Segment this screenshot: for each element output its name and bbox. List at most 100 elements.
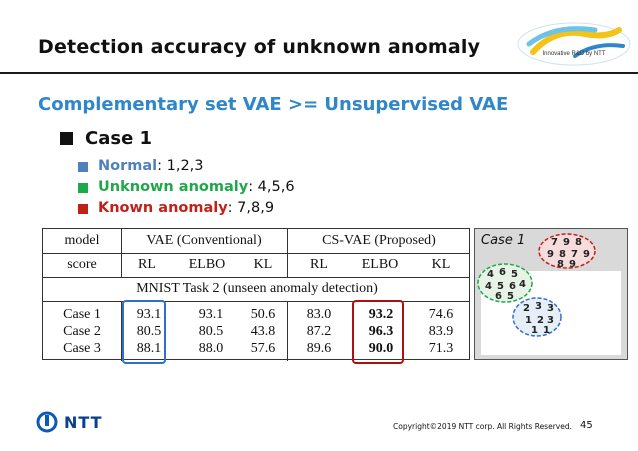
table-cell: 43.8 [250, 324, 276, 339]
green-square-bullet-icon [78, 182, 88, 193]
table-cell: 93.1 [136, 307, 162, 322]
case-label: Case 2 [63, 324, 101, 339]
table-cell: 80.5 [198, 324, 224, 339]
case-heading: Case 1 [60, 128, 152, 149]
table-cell: 88.0 [198, 341, 224, 356]
score-label: score [67, 257, 97, 272]
table-cell: 74.6 [428, 307, 454, 322]
svg-text:4: 4 [487, 269, 494, 280]
title-divider [0, 72, 638, 74]
table-cell: 88.1 [136, 341, 162, 356]
bullet-known-anomaly: Known anomaly : 7,8,9 [78, 198, 295, 219]
table-cell: 50.6 [250, 307, 276, 322]
results-table: model VAE (Conventional) CS-VAE (Propose… [42, 228, 470, 361]
svg-text:5: 5 [507, 291, 514, 302]
copyright-text: Copyright©2019 NTT corp. All Rights Rese… [393, 422, 572, 431]
svg-text:6: 6 [509, 281, 516, 292]
svg-text:3: 3 [547, 315, 554, 326]
svg-text:1: 1 [525, 315, 532, 326]
table-rule [121, 229, 122, 277]
table-rule [121, 301, 122, 361]
svg-text:1: 1 [531, 325, 538, 336]
table-cell: 96.3 [368, 324, 394, 339]
svg-text:4: 4 [519, 279, 526, 290]
svg-text:6: 6 [499, 267, 506, 278]
table-cell: 93.2 [368, 307, 394, 322]
svg-text:5: 5 [497, 281, 504, 292]
score-col-kl-cs: KL [431, 257, 451, 272]
table-rule [43, 277, 469, 278]
svg-text:9: 9 [563, 237, 570, 248]
highlight-vae-rl [122, 300, 166, 364]
ntt-logo: NTT [36, 411, 103, 433]
svg-text:9: 9 [569, 259, 576, 270]
bullet-unknown-anomaly: Unknown anomaly : 4,5,6 [78, 177, 295, 198]
svg-text:6: 6 [495, 291, 502, 302]
table-rule [43, 253, 469, 254]
table-cell: 93.1 [198, 307, 224, 322]
score-col-rl: RL [138, 257, 156, 272]
score-col-elbo-cs: ELBO [361, 257, 399, 272]
vae-rl-column: 93.1 80.5 88.1 [123, 306, 175, 357]
svg-text:8: 8 [557, 259, 564, 270]
score-col-kl: KL [253, 257, 273, 272]
innovative-rd-logo: Innovative R&D by NTT [515, 22, 633, 68]
case-panel-label: Case 1 [481, 233, 526, 248]
svg-text:2: 2 [537, 315, 544, 326]
svg-text:1: 1 [543, 325, 550, 336]
svg-text:7: 7 [571, 249, 578, 260]
highlight-csvae-elbo [352, 300, 404, 364]
bullet-label: Unknown anomaly [98, 179, 249, 195]
ntt-mark-icon [36, 411, 58, 433]
table-cell: 80.5 [136, 324, 162, 339]
red-square-bullet-icon [78, 203, 88, 214]
case-label: Case 3 [63, 341, 101, 356]
svg-text:9: 9 [547, 249, 554, 260]
slide-title: Detection accuracy of unknown anomaly [38, 36, 481, 58]
svg-text:5: 5 [511, 269, 518, 280]
case-label-column: Case 1 Case 2 Case 3 [43, 306, 121, 357]
table-rule [43, 301, 469, 302]
table-cell: 83.0 [306, 307, 332, 322]
bullet-label: Normal [98, 158, 158, 174]
ntt-brand-text: NTT [64, 412, 103, 432]
svg-text:7: 7 [551, 237, 558, 248]
header-vae-conventional: VAE (Conventional) [146, 233, 262, 248]
page-number: 45 [580, 420, 593, 431]
black-square-bullet-icon [60, 132, 73, 145]
table-cell: 57.6 [250, 341, 276, 356]
header-cs-vae-proposed: CS-VAE (Proposed) [322, 233, 436, 248]
slide-subtitle: Complementary set VAE >= Unsupervised VA… [38, 94, 509, 115]
vae-elbo-column: 93.1 80.5 88.0 [183, 306, 239, 357]
table-cell: 90.0 [368, 341, 394, 356]
svg-text:8: 8 [559, 249, 566, 260]
table-rule [287, 301, 288, 361]
bullet-value: : 4,5,6 [248, 179, 295, 195]
vae-kl-column: 50.6 43.8 57.6 [239, 306, 287, 357]
svg-text:8: 8 [575, 237, 582, 248]
table-rule [287, 229, 288, 277]
svg-text:3: 3 [547, 303, 554, 314]
table-cell: 89.6 [306, 341, 332, 356]
svg-text:2: 2 [523, 303, 530, 314]
bullet-normal: Normal : 1,2,3 [78, 156, 295, 177]
table-cell: 87.2 [306, 324, 332, 339]
bullet-list: Normal : 1,2,3 Unknown anomaly : 4,5,6 K… [78, 156, 295, 219]
case-heading-text: Case 1 [85, 128, 153, 149]
bullet-value: : 1,2,3 [157, 158, 204, 174]
svg-text:9: 9 [583, 249, 590, 260]
csvae-elbo-column: 93.2 96.3 90.0 [353, 306, 409, 357]
bullet-label: Known anomaly [98, 200, 228, 216]
logo-text: Innovative R&D by NTT [542, 51, 605, 57]
score-col-rl-cs: RL [310, 257, 328, 272]
svg-text:3: 3 [535, 301, 542, 312]
csvae-kl-column: 74.6 83.9 71.3 [415, 306, 467, 357]
case-label: Case 1 [63, 307, 101, 322]
section-title: MNIST Task 2 (unseen anomaly detection) [136, 281, 378, 296]
table-cell: 71.3 [428, 341, 454, 356]
bullet-value: : 7,8,9 [227, 200, 275, 216]
table-cell: 83.9 [428, 324, 454, 339]
score-col-elbo: ELBO [188, 257, 226, 272]
